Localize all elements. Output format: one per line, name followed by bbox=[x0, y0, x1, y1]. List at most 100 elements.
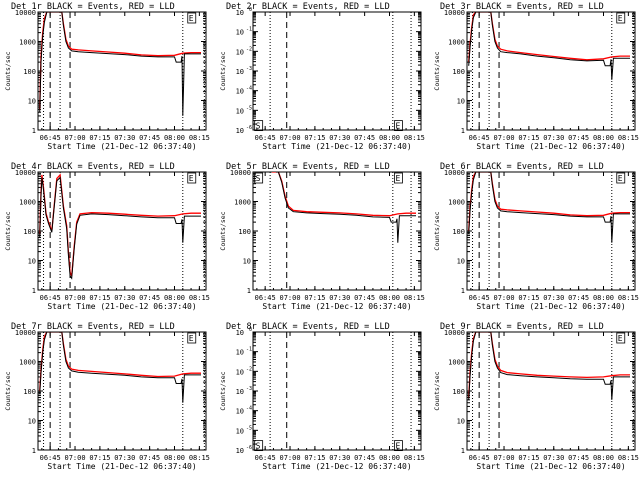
lld-series-line bbox=[39, 332, 201, 392]
y-tick-label: 10 bbox=[457, 98, 465, 106]
x-tick-label: 08:00 bbox=[164, 454, 185, 462]
chart-panel-8: Det 8r BLACK = Events, RED = LLD Counts/s… bbox=[219, 322, 425, 471]
y-tick-label: 10 -2 bbox=[236, 366, 252, 376]
chart-title: Det 6r BLACK = Events, RED = LLD bbox=[440, 162, 604, 172]
y-tick-label: 100 bbox=[23, 228, 36, 236]
y-axis-label: Counts/sec bbox=[4, 371, 12, 410]
y-tick-label: 1 bbox=[32, 447, 36, 455]
y-tick-label: 10 -3 bbox=[236, 386, 252, 396]
y-tick-label: 100 bbox=[23, 388, 36, 396]
x-tick-label: 06:45 bbox=[469, 294, 490, 302]
y-tick-label: 10 -1 bbox=[236, 347, 252, 357]
y-axis-label: Counts/sec bbox=[433, 371, 441, 410]
x-tick-label: 07:30 bbox=[114, 134, 135, 142]
y-tick-label: 100 bbox=[238, 228, 251, 236]
annotation-marker: E bbox=[187, 12, 197, 24]
svg-text:10: 10 bbox=[236, 127, 244, 135]
x-tick-label: 07:00 bbox=[64, 294, 85, 302]
y-tick-label: 10 bbox=[28, 258, 36, 266]
svg-text:E: E bbox=[189, 174, 194, 183]
svg-text:E: E bbox=[189, 334, 194, 343]
svg-text:10: 10 bbox=[236, 9, 244, 17]
x-tick-label: 06:45 bbox=[469, 454, 490, 462]
y-axis-label: Counts/sec bbox=[433, 51, 441, 90]
events-series-line bbox=[39, 176, 201, 280]
chart-panel-2: Det 2r BLACK = Events, RED = LLD Counts/s… bbox=[219, 2, 425, 151]
x-axis-label: Start Time (21-Dec-12 06:37:40) bbox=[476, 462, 625, 471]
svg-text:0: 0 bbox=[249, 7, 252, 13]
chart-title: Det 5r BLACK = Events, RED = LLD bbox=[226, 162, 390, 172]
y-tick-label: 10 -6 bbox=[236, 125, 252, 135]
x-tick-label: 08:15 bbox=[404, 294, 425, 302]
x-tick-label: 07:00 bbox=[64, 454, 85, 462]
svg-text:10: 10 bbox=[236, 368, 244, 376]
svg-text:-6: -6 bbox=[246, 445, 252, 451]
svg-text:-1: -1 bbox=[246, 347, 252, 353]
svg-text:S: S bbox=[256, 442, 261, 451]
chart-title: Det 3r BLACK = Events, RED = LLD bbox=[440, 2, 604, 12]
y-tick-label: 1000 bbox=[19, 199, 36, 207]
annotation-marker: E bbox=[616, 332, 626, 344]
x-tick-label: 07:45 bbox=[354, 134, 375, 142]
svg-text:-1: -1 bbox=[246, 27, 252, 33]
x-axis-label: Start Time (21-Dec-12 06:37:40) bbox=[47, 302, 196, 311]
svg-text:10: 10 bbox=[236, 349, 244, 357]
x-tick-label: 07:15 bbox=[304, 134, 325, 142]
y-tick-label: 1 bbox=[32, 287, 36, 295]
x-tick-label: 08:00 bbox=[379, 134, 400, 142]
x-tick-label: 07:00 bbox=[64, 134, 85, 142]
x-axis-label: Start Time (21-Dec-12 06:37:40) bbox=[47, 142, 196, 151]
x-tick-label: 08:15 bbox=[189, 294, 210, 302]
events-series-line bbox=[468, 332, 630, 400]
y-tick-label: 10 bbox=[243, 258, 251, 266]
y-tick-label: 10 -3 bbox=[236, 66, 252, 76]
chart-panel-1: Det 1r BLACK = Events, RED = LLD Counts/s… bbox=[4, 2, 210, 151]
y-tick-label: 10 -4 bbox=[236, 406, 252, 416]
plot-frame bbox=[466, 331, 636, 451]
y-tick-label: 1 bbox=[461, 127, 465, 135]
x-axis-label: Start Time (21-Dec-12 06:37:40) bbox=[262, 462, 411, 471]
chart-panel-3: Det 3r BLACK = Events, RED = LLD Counts/s… bbox=[433, 2, 639, 151]
y-axis-label: Counts/sec bbox=[219, 211, 227, 250]
svg-text:E: E bbox=[618, 174, 623, 183]
x-tick-label: 07:00 bbox=[279, 134, 300, 142]
svg-text:10: 10 bbox=[236, 29, 244, 37]
svg-text:E: E bbox=[395, 442, 400, 451]
svg-text:-5: -5 bbox=[246, 105, 252, 111]
y-tick-label: 100 bbox=[23, 68, 36, 76]
annotation-marker: S bbox=[254, 440, 264, 452]
y-tick-label: 10000 bbox=[15, 169, 36, 177]
chart-panel-4: Det 4r BLACK = Events, RED = LLD Counts/s… bbox=[4, 162, 210, 311]
y-tick-label: 1000 bbox=[19, 359, 36, 367]
svg-text:E: E bbox=[618, 334, 623, 343]
y-tick-label: 100 bbox=[452, 388, 465, 396]
x-tick-label: 07:30 bbox=[329, 134, 350, 142]
x-tick-label: 07:15 bbox=[304, 294, 325, 302]
x-tick-label: 07:30 bbox=[114, 454, 135, 462]
chart-panel-5: Det 5r BLACK = Events, RED = LLD Counts/s… bbox=[219, 162, 425, 311]
chart-panel-9: Det 9r BLACK = Events, RED = LLD Counts/s… bbox=[433, 322, 639, 471]
y-tick-label: 1 bbox=[32, 127, 36, 135]
x-tick-label: 08:15 bbox=[618, 454, 639, 462]
x-axis-label: Start Time (21-Dec-12 06:37:40) bbox=[476, 302, 625, 311]
svg-text:-3: -3 bbox=[246, 66, 252, 72]
events-series-line bbox=[39, 12, 201, 116]
svg-text:-5: -5 bbox=[246, 425, 252, 431]
plot-frame bbox=[252, 331, 422, 451]
plot-frame bbox=[252, 171, 422, 291]
x-axis-label: Start Time (21-Dec-12 06:37:40) bbox=[47, 462, 196, 471]
x-axis-label: Start Time (21-Dec-12 06:37:40) bbox=[262, 302, 411, 311]
annotation-marker: S bbox=[254, 120, 264, 132]
x-tick-label: 07:00 bbox=[493, 294, 514, 302]
x-tick-label: 08:00 bbox=[593, 294, 614, 302]
svg-text:E: E bbox=[618, 14, 623, 23]
x-tick-label: 08:00 bbox=[164, 294, 185, 302]
svg-text:10: 10 bbox=[236, 427, 244, 435]
y-tick-label: 1000 bbox=[448, 359, 465, 367]
plot-frame bbox=[37, 331, 207, 451]
x-tick-label: 07:30 bbox=[329, 294, 350, 302]
x-tick-label: 07:45 bbox=[568, 294, 589, 302]
x-tick-label: 07:45 bbox=[139, 294, 160, 302]
x-tick-label: 07:45 bbox=[139, 454, 160, 462]
